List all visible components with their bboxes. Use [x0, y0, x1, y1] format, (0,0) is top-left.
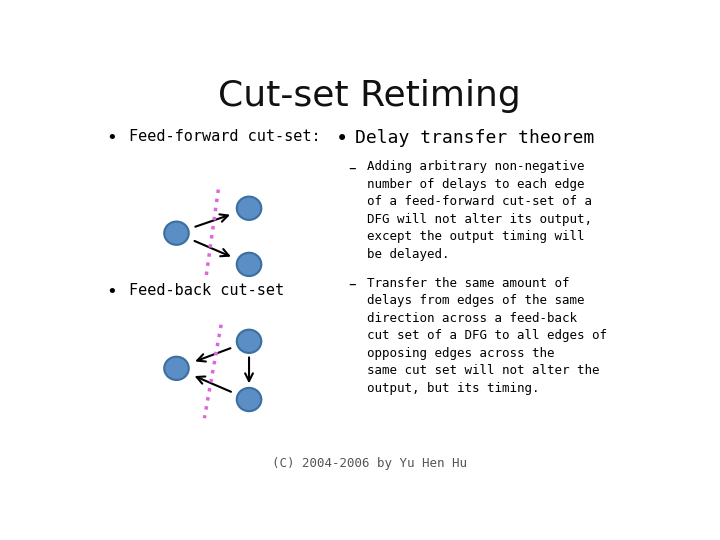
Text: Delay transfer theorem: Delay transfer theorem — [355, 129, 594, 147]
Text: Cut-set Retiming: Cut-set Retiming — [217, 79, 521, 113]
Text: Feed-forward cut-set:: Feed-forward cut-set: — [129, 129, 320, 144]
Ellipse shape — [164, 221, 189, 245]
Ellipse shape — [237, 197, 261, 220]
Text: –: – — [348, 160, 356, 176]
Text: •: • — [336, 129, 348, 149]
Text: •: • — [107, 283, 117, 301]
Text: Feed-back cut-set: Feed-back cut-set — [129, 283, 284, 298]
Ellipse shape — [237, 388, 261, 411]
Text: (C) 2004-2006 by Yu Hen Hu: (C) 2004-2006 by Yu Hen Hu — [271, 457, 467, 470]
Text: Adding arbitrary non-negative
number of delays to each edge
of a feed-forward cu: Adding arbitrary non-negative number of … — [367, 160, 593, 261]
Text: •: • — [107, 129, 117, 147]
Ellipse shape — [237, 329, 261, 353]
Ellipse shape — [164, 357, 189, 380]
Text: Transfer the same amount of
delays from edges of the same
direction across a fee: Transfer the same amount of delays from … — [367, 277, 608, 395]
Ellipse shape — [237, 253, 261, 276]
Text: –: – — [348, 277, 356, 292]
